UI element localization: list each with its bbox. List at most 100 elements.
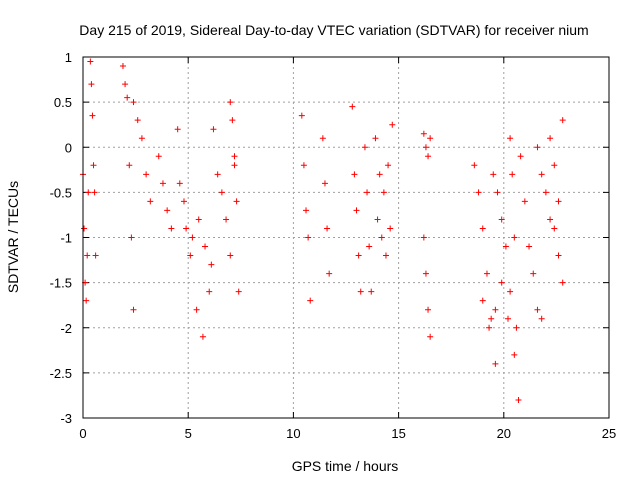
- data-point: [555, 198, 562, 205]
- data-point: [521, 198, 528, 205]
- data-point: [87, 58, 94, 65]
- series-arc-8: [210, 126, 238, 259]
- x-tick-label: 25: [602, 426, 616, 441]
- data-point: [517, 153, 524, 160]
- series-arc-22: [517, 153, 545, 322]
- data-point: [355, 252, 362, 259]
- data-point: [422, 270, 429, 277]
- data-point: [319, 135, 326, 142]
- data-point: [425, 153, 432, 160]
- series-arc-10: [298, 112, 314, 304]
- data-point: [138, 135, 145, 142]
- series-arc-12: [349, 103, 364, 295]
- data-point: [174, 126, 181, 133]
- data-point: [124, 94, 131, 101]
- series-arc-20: [490, 171, 518, 358]
- data-point: [507, 288, 514, 295]
- data-point: [305, 234, 312, 241]
- data-point: [122, 81, 129, 88]
- data-point: [488, 315, 495, 322]
- plot-frame: [82, 56, 610, 419]
- data-point: [183, 225, 190, 232]
- data-point: [538, 315, 545, 322]
- x-tick-label: 0: [79, 426, 86, 441]
- data-point: [353, 207, 360, 214]
- series-arc-9: [227, 99, 242, 295]
- data-layer: [80, 58, 566, 403]
- y-tick-label: -2: [60, 321, 72, 336]
- data-point: [235, 288, 242, 295]
- grid-layer: [83, 57, 609, 418]
- x-tick-label: 15: [391, 426, 405, 441]
- data-point: [534, 144, 541, 151]
- data-point: [84, 252, 91, 259]
- data-point: [90, 162, 97, 169]
- data-point: [494, 189, 501, 196]
- data-point: [208, 261, 215, 268]
- series-arc-13: [361, 144, 375, 295]
- data-point: [91, 189, 98, 196]
- x-tick-label: 10: [286, 426, 300, 441]
- data-point: [168, 225, 175, 232]
- data-point: [511, 351, 518, 358]
- data-point: [492, 306, 499, 313]
- data-point: [547, 135, 554, 142]
- tick-layer: 0 5 10 15 20 25 1 0.5 0 -0.5 -1 -1.5 -2 -2.5 -3: [50, 50, 617, 441]
- data-point: [227, 252, 234, 259]
- data-point: [147, 198, 154, 205]
- data-point: [92, 252, 99, 259]
- series-arc-2: [87, 58, 99, 259]
- data-point: [321, 180, 328, 187]
- data-point: [507, 135, 514, 142]
- series-arc-11: [319, 135, 333, 277]
- y-tick-label: 0: [65, 140, 72, 155]
- data-point: [389, 121, 396, 128]
- data-point: [530, 270, 537, 277]
- data-point: [492, 360, 499, 367]
- data-point: [195, 216, 202, 223]
- y-tick-label: -0.5: [50, 185, 72, 200]
- data-point: [498, 279, 505, 286]
- data-point: [210, 126, 217, 133]
- data-point: [324, 225, 331, 232]
- data-point: [372, 135, 379, 142]
- data-point: [366, 243, 373, 250]
- x-tick-label: 5: [185, 426, 192, 441]
- chart-title: Day 215 of 2019, Sidereal Day-to-day VTE…: [79, 22, 588, 38]
- data-point: [326, 270, 333, 277]
- data-point: [425, 306, 432, 313]
- data-point: [382, 252, 389, 259]
- data-point: [231, 153, 238, 160]
- data-point: [387, 225, 394, 232]
- data-point: [128, 234, 135, 241]
- data-point: [85, 189, 92, 196]
- data-point: [199, 333, 206, 340]
- data-point: [471, 162, 478, 169]
- data-point: [81, 225, 88, 232]
- data-point: [307, 297, 314, 304]
- data-point: [218, 189, 225, 196]
- data-point: [483, 270, 490, 277]
- series-arc-25: [551, 117, 566, 259]
- data-point: [303, 207, 310, 214]
- y-tick-label: -1.5: [50, 276, 72, 291]
- y-tick-label: -1: [60, 231, 72, 246]
- data-point: [155, 153, 162, 160]
- x-tick-label: 20: [497, 426, 511, 441]
- data-point: [378, 234, 385, 241]
- data-point: [206, 288, 213, 295]
- data-point: [180, 198, 187, 205]
- data-point: [505, 315, 512, 322]
- data-point: [164, 207, 171, 214]
- data-point: [498, 216, 505, 223]
- data-point: [214, 171, 221, 178]
- data-point: [231, 162, 238, 169]
- series-arc-7: [176, 180, 215, 268]
- data-point: [513, 324, 520, 331]
- data-point: [364, 189, 371, 196]
- y-tick-label: -3: [60, 411, 72, 426]
- data-point: [187, 252, 194, 259]
- series-arc-24: [547, 135, 566, 286]
- series-arc-17: [420, 234, 434, 340]
- data-point: [89, 112, 96, 119]
